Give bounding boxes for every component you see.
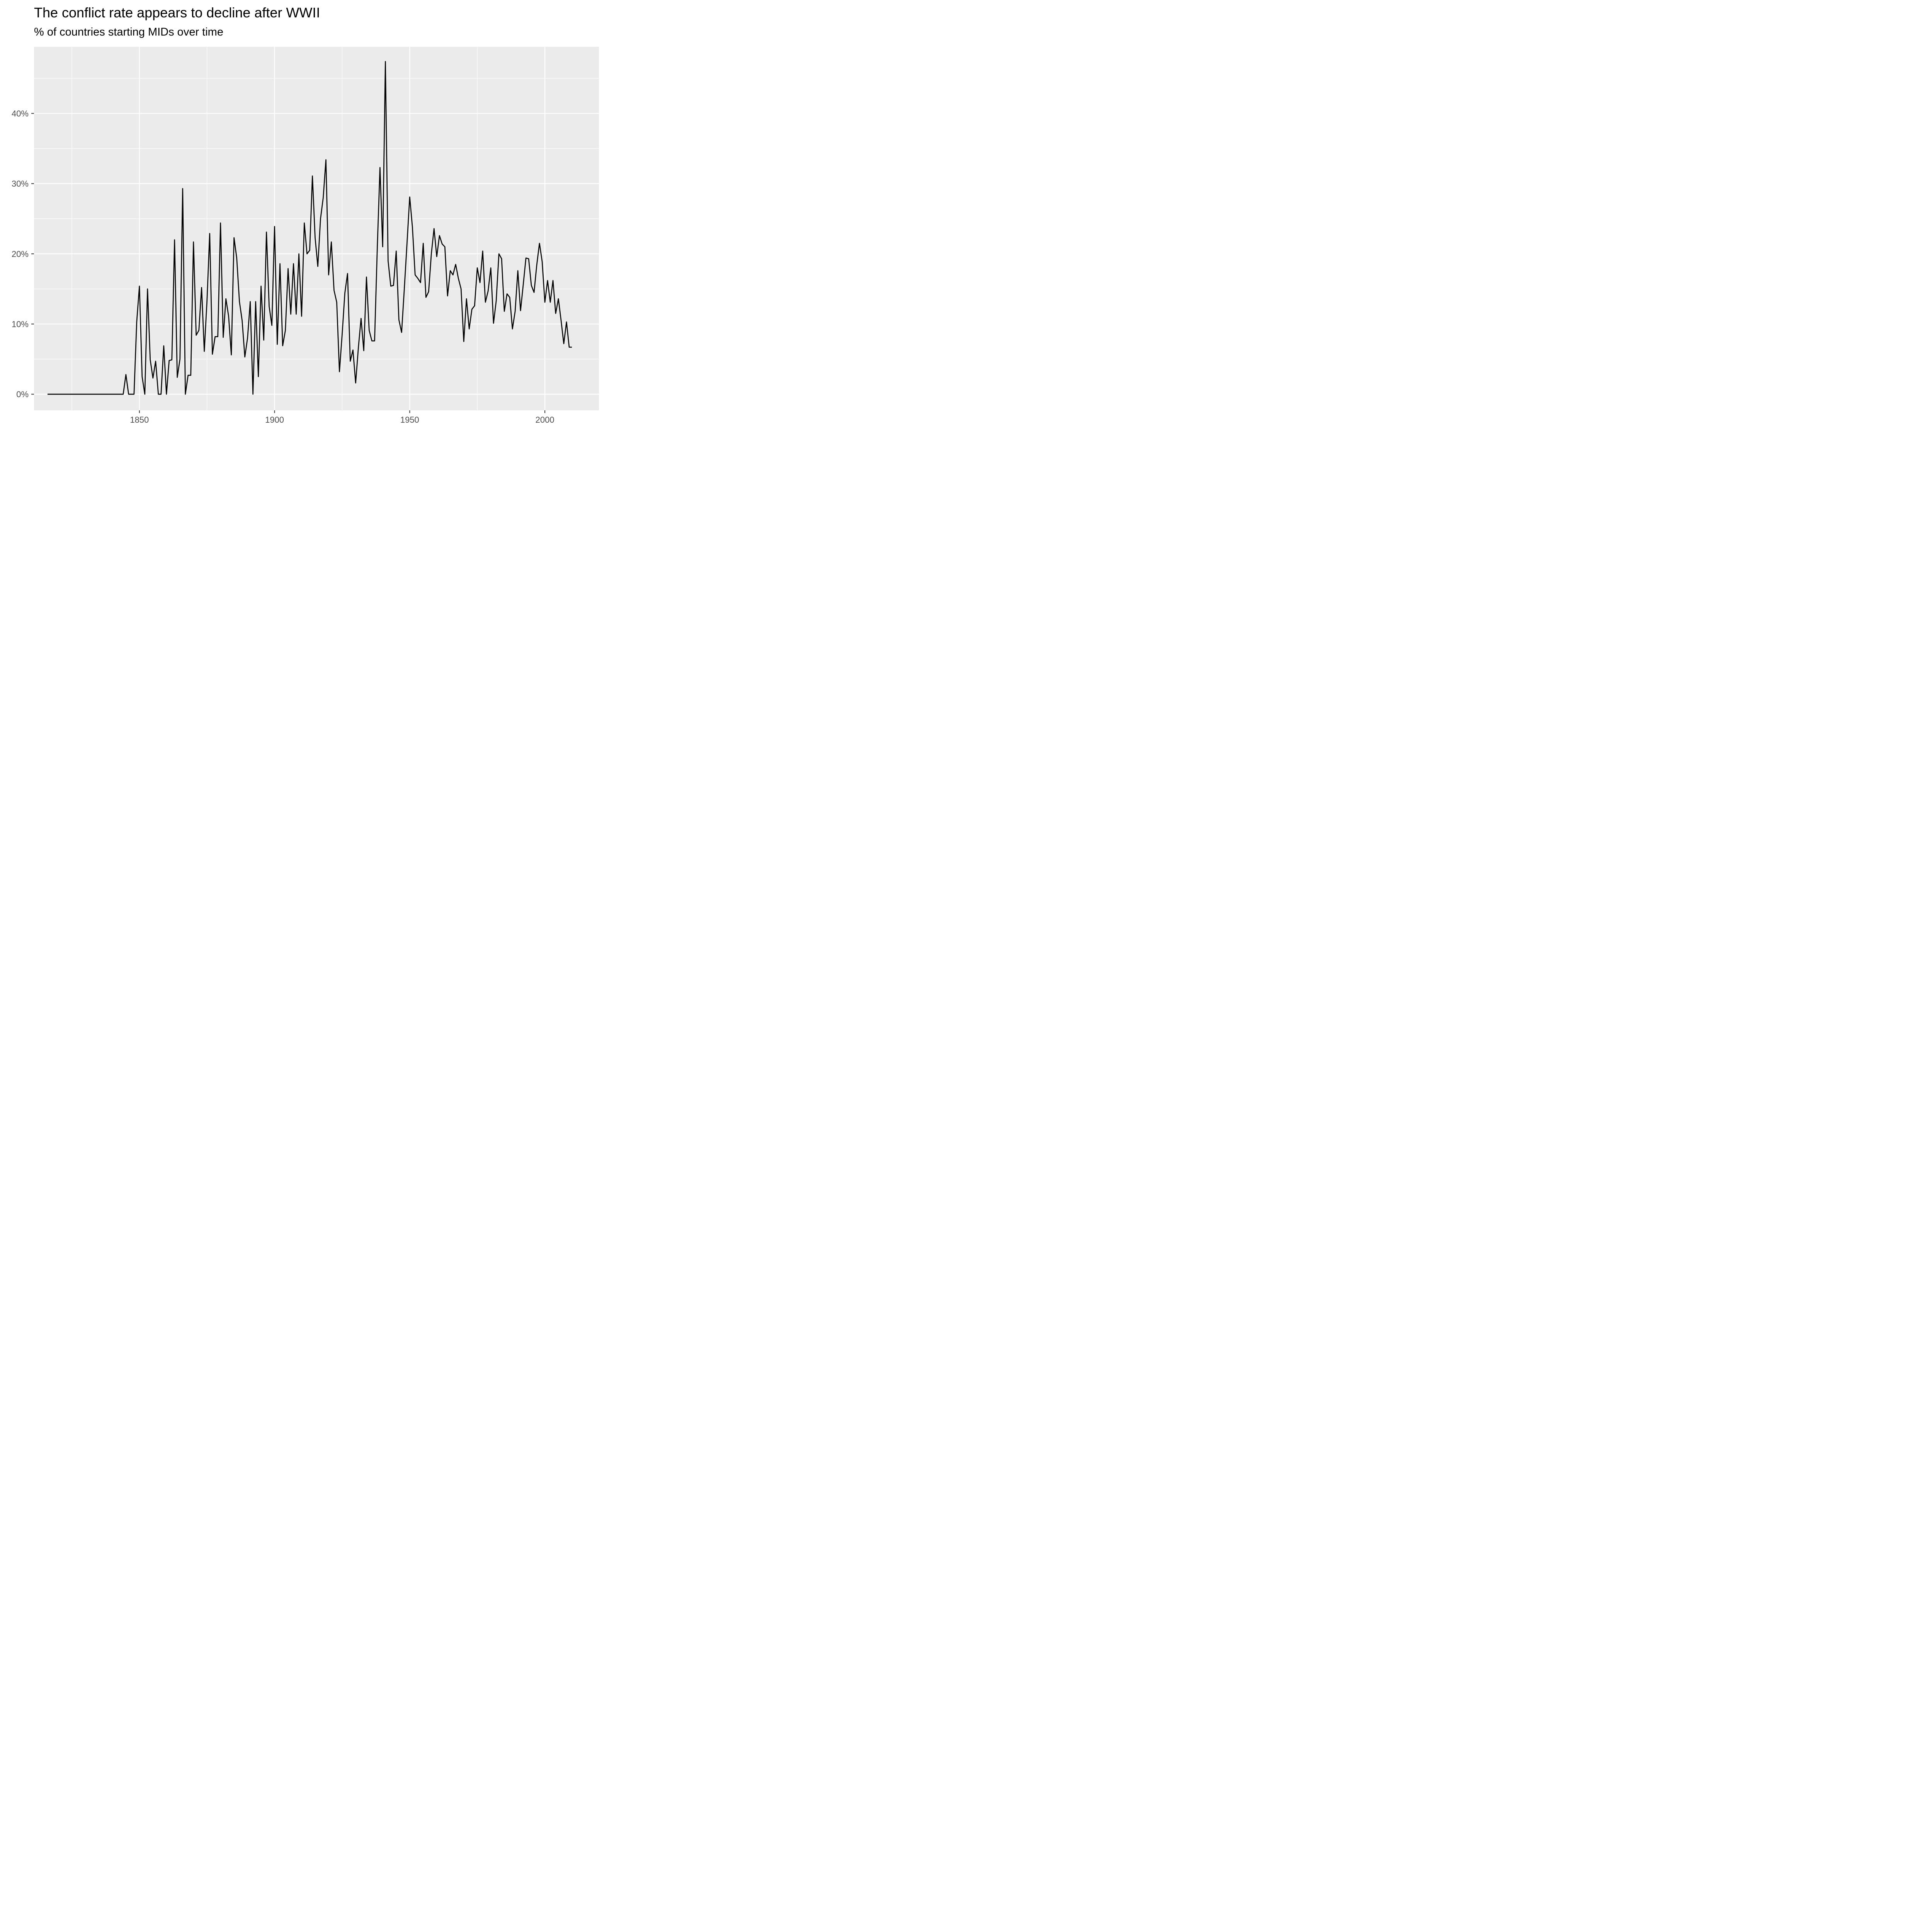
panel-background <box>34 47 599 410</box>
x-tick-label: 1950 <box>400 415 419 425</box>
x-tick-label: 2000 <box>536 415 554 425</box>
y-tick-label: 10% <box>12 320 29 329</box>
y-tick-label: 0% <box>16 389 29 399</box>
x-tick-label: 1900 <box>265 415 284 425</box>
plot-area: 1850 1900 1950 2000 0% 10% 20% 30% 40% <box>12 47 599 425</box>
chart-title: The conflict rate appears to decline aft… <box>34 5 320 20</box>
chart: The conflict rate appears to decline aft… <box>0 0 604 431</box>
y-tick-label: 30% <box>12 179 29 189</box>
x-tick-label: 1850 <box>130 415 149 425</box>
y-tick-label: 20% <box>12 249 29 259</box>
series-line <box>47 61 572 395</box>
y-tick-label: 40% <box>12 109 29 119</box>
chart-subtitle: % of countries starting MIDs over time <box>34 26 223 38</box>
